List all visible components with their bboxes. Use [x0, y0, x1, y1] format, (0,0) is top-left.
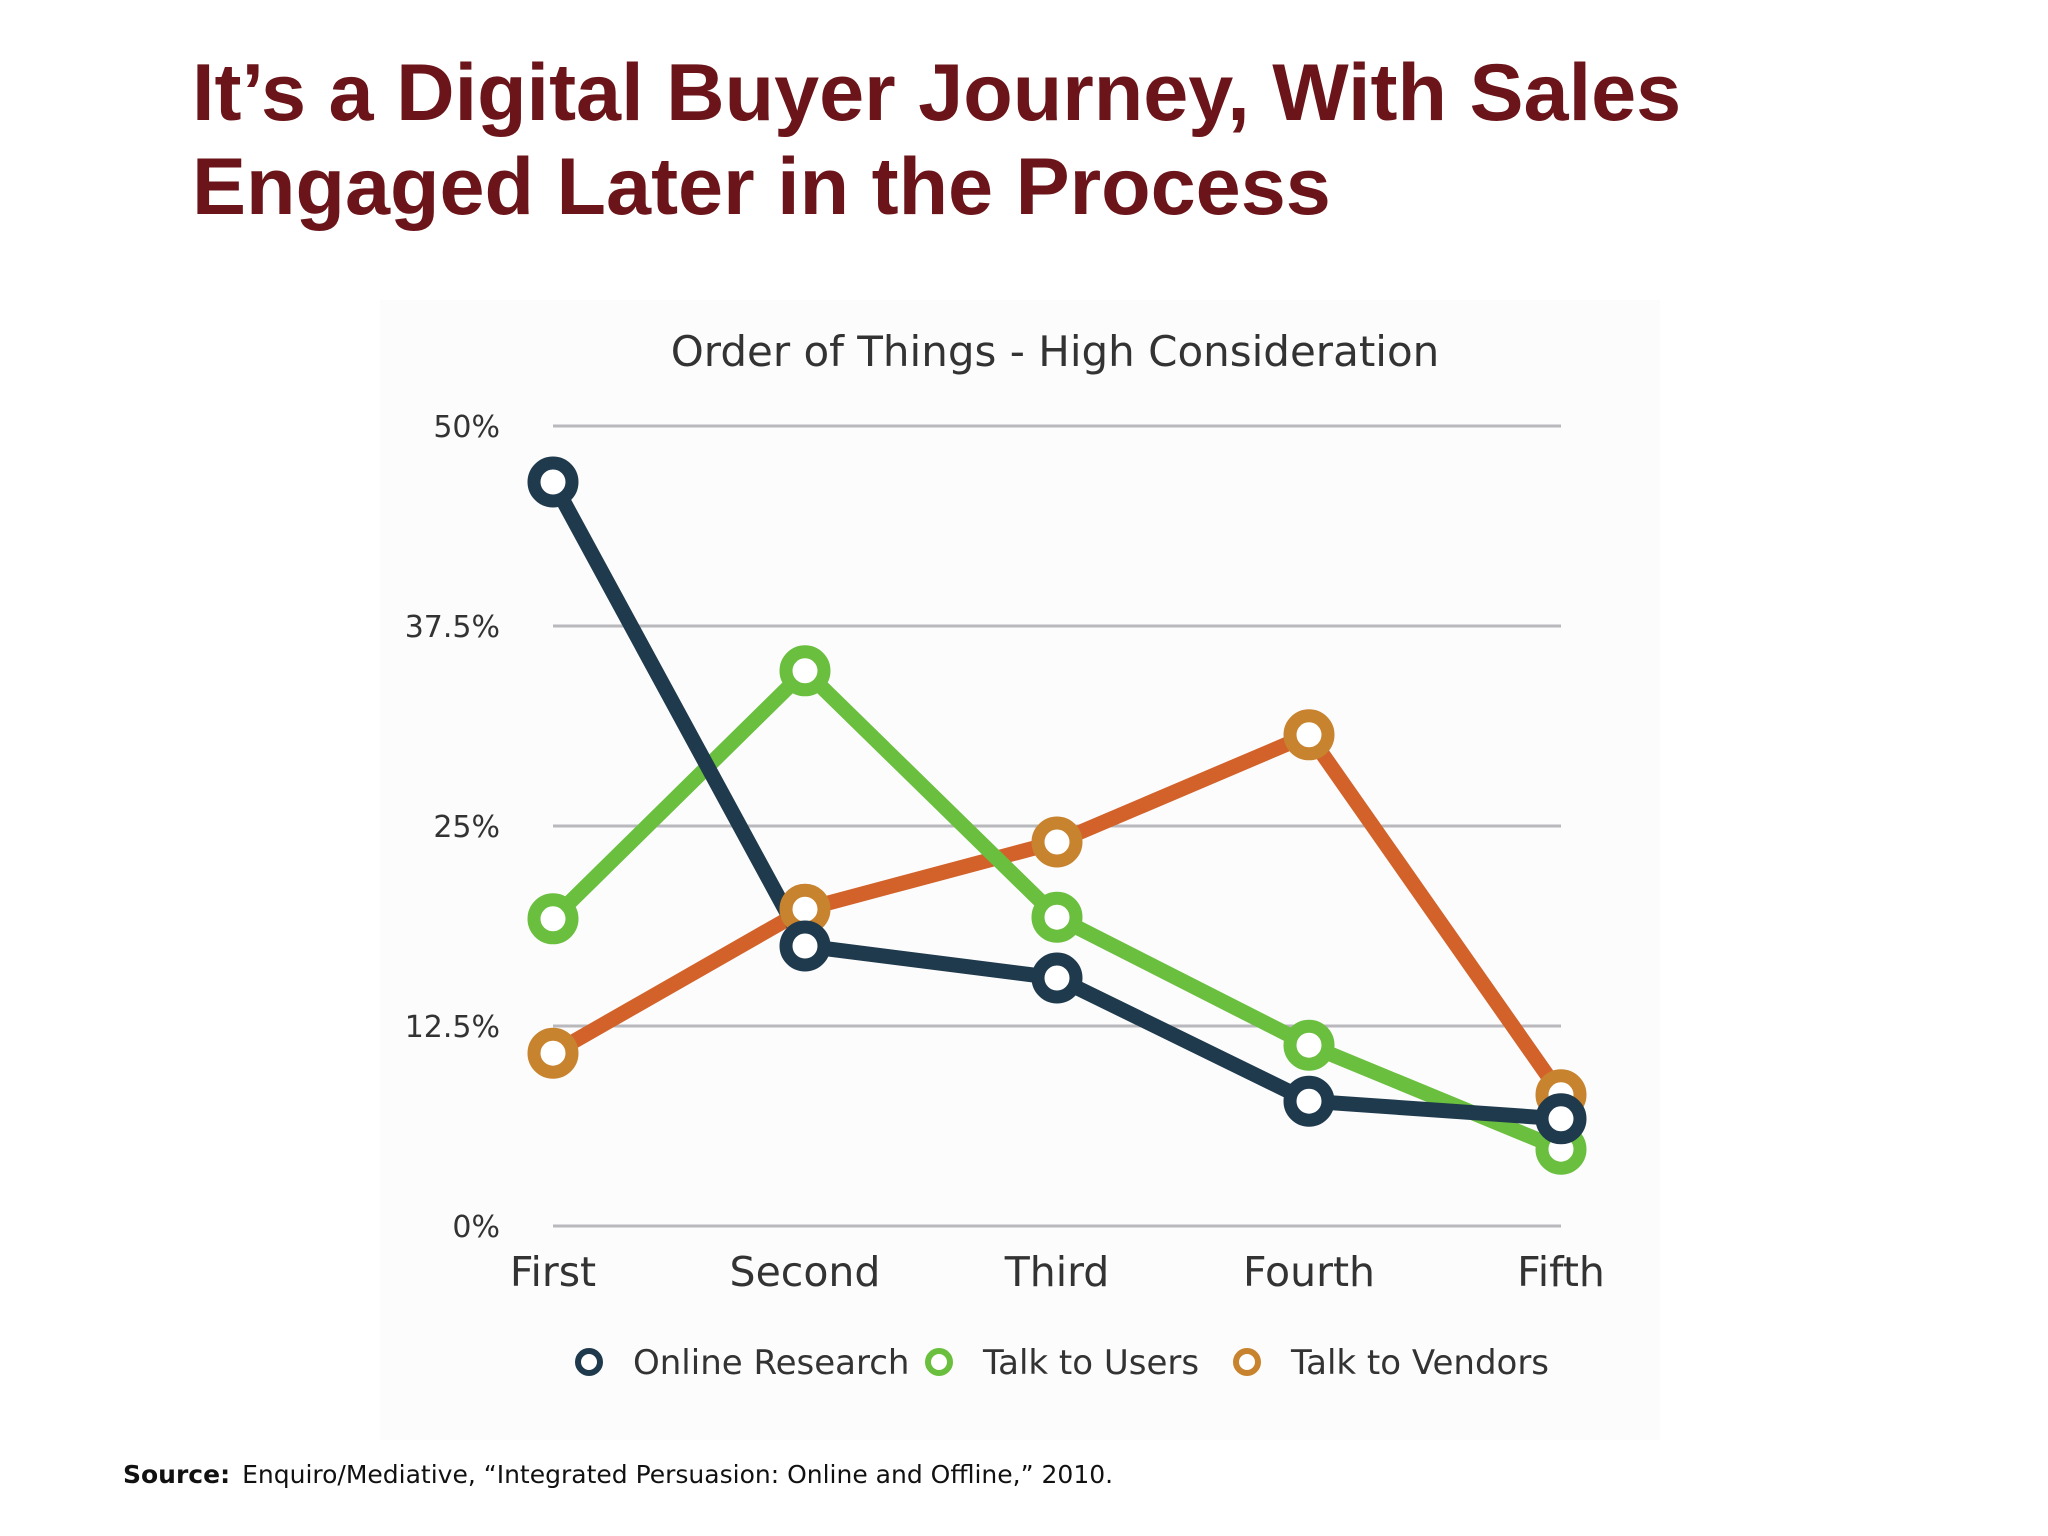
source-text: Enquiro/Mediative, “Integrated Persuasio… [242, 1460, 1114, 1489]
x-tick-label: Fourth [1243, 1248, 1375, 1296]
y-tick-label: 0% [452, 1210, 500, 1245]
y-tick-label: 50% [433, 410, 500, 445]
slide-title: It’s a Digital Buyer Journey, With Sales… [192, 46, 1892, 234]
data-point-talk-to-vendors [527, 1027, 579, 1079]
x-tick-label: Second [730, 1248, 881, 1296]
legend-marker-online-research [575, 1348, 603, 1376]
data-point-online-research [779, 920, 831, 972]
legend-label-talk-to-vendors: Talk to Vendors [1290, 1343, 1549, 1383]
slide-title-line-1: It’s a Digital Buyer Journey, With Sales [192, 48, 1682, 138]
source-label: Source: [123, 1460, 231, 1489]
x-tick-label: Fifth [1517, 1248, 1605, 1296]
data-point-talk-to-vendors [1283, 709, 1335, 761]
series-points [527, 456, 1587, 1175]
data-point-talk-to-vendors [1031, 816, 1083, 868]
data-point-talk-to-users [527, 893, 579, 945]
chart-legend: Online Research Talk to Users Talk to Vend… [575, 1343, 1549, 1383]
data-point-online-research [1031, 952, 1083, 1004]
y-tick-label: 37.5% [405, 610, 500, 645]
series-lines [545, 474, 1569, 1157]
grid-lines [553, 424, 1561, 1228]
source-citation: Source: Enquiro/Mediative, “Integrated Pe… [123, 1460, 1113, 1489]
y-tick-label: 25% [433, 810, 500, 845]
chart-title: Order of Things - High Consideration [671, 327, 1440, 376]
data-point-talk-to-users [1031, 891, 1083, 943]
data-point-online-research [1283, 1075, 1335, 1127]
y-tick-label: 12.5% [405, 1010, 500, 1045]
x-tick-label: Third [1004, 1248, 1110, 1296]
legend-marker-talk-to-vendors [1233, 1348, 1261, 1376]
y-axis-ticks: 0% 12.5% 25% 37.5% 50% [405, 410, 500, 1245]
data-point-online-research [1535, 1093, 1587, 1145]
x-axis-ticks: First Second Third Fourth Fifth [510, 1248, 1605, 1296]
x-tick-label: First [510, 1248, 596, 1296]
legend-label-talk-to-users: Talk to Users [982, 1343, 1199, 1383]
data-point-online-research [527, 456, 579, 508]
slide-title-line-2: Engaged Later in the Process [192, 142, 1331, 232]
data-point-talk-to-users [1283, 1019, 1335, 1071]
legend-marker-talk-to-users [925, 1348, 953, 1376]
series-line-online-research [545, 474, 1569, 1127]
data-point-talk-to-users [779, 645, 831, 697]
legend-label-online-research: Online Research [633, 1343, 909, 1383]
